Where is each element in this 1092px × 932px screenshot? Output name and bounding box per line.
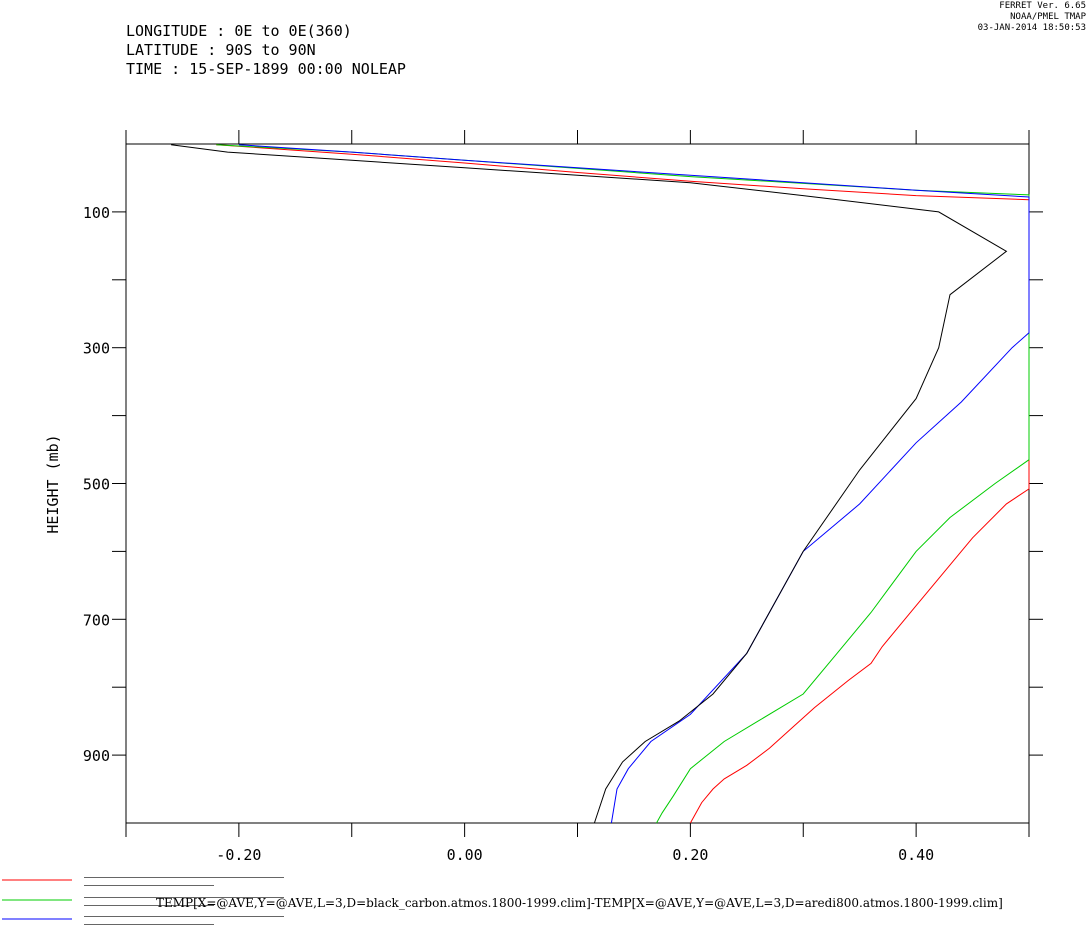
- latitude-line: LATITUDE : 90S to 90N: [126, 41, 316, 59]
- ferret-timestamp: 03-JAN-2014 18:50:53: [977, 23, 1086, 33]
- series-line-red: [216, 144, 1030, 824]
- legend-tiny-text: [84, 897, 284, 898]
- time-line: TIME : 15-SEP-1899 00:00 NOLEAP: [126, 60, 406, 78]
- ferret-version: FERRET Ver. 6.65: [999, 1, 1086, 11]
- legend-tiny-text: [84, 916, 284, 917]
- y-tick-label: 700: [83, 611, 110, 629]
- legend-label-green: TEMP[X=@AVE,Y=@AVE,L=3,D=black_carbon.at…: [156, 896, 1003, 910]
- ferret-version-info: FERRET Ver. 6.65 NOAA/PMEL TMAP 03-JAN-2…: [978, 1, 1086, 34]
- legend-tiny-text: [84, 924, 214, 925]
- plot-frame: [125, 143, 1030, 824]
- series-line-green: [216, 144, 1030, 824]
- x-tick-label: 0.20: [672, 846, 708, 864]
- y-tick-label: 500: [83, 476, 110, 494]
- x-tick-label: -0.20: [216, 846, 261, 864]
- legend-tiny-text: [84, 877, 284, 878]
- y-tick-label: 900: [83, 747, 110, 765]
- y-tick-label: 100: [83, 204, 110, 222]
- plot-header-info: LONGITUDE : 0E to 0E(360) LATITUDE : 90S…: [126, 22, 406, 79]
- x-tick-label: 0.00: [447, 846, 483, 864]
- longitude-line: LONGITUDE : 0E to 0E(360): [126, 22, 352, 40]
- y-axis-label: HEIGHT (mb): [44, 434, 62, 533]
- legend-tiny-text: [84, 885, 214, 886]
- series-line-black: [171, 144, 1008, 824]
- ferret-org: NOAA/PMEL TMAP: [1010, 12, 1086, 22]
- y-tick-label: 300: [83, 340, 110, 358]
- x-tick-label: 0.40: [898, 846, 934, 864]
- series-line-blue: [238, 144, 1030, 824]
- legend-tiny-text: [84, 905, 214, 906]
